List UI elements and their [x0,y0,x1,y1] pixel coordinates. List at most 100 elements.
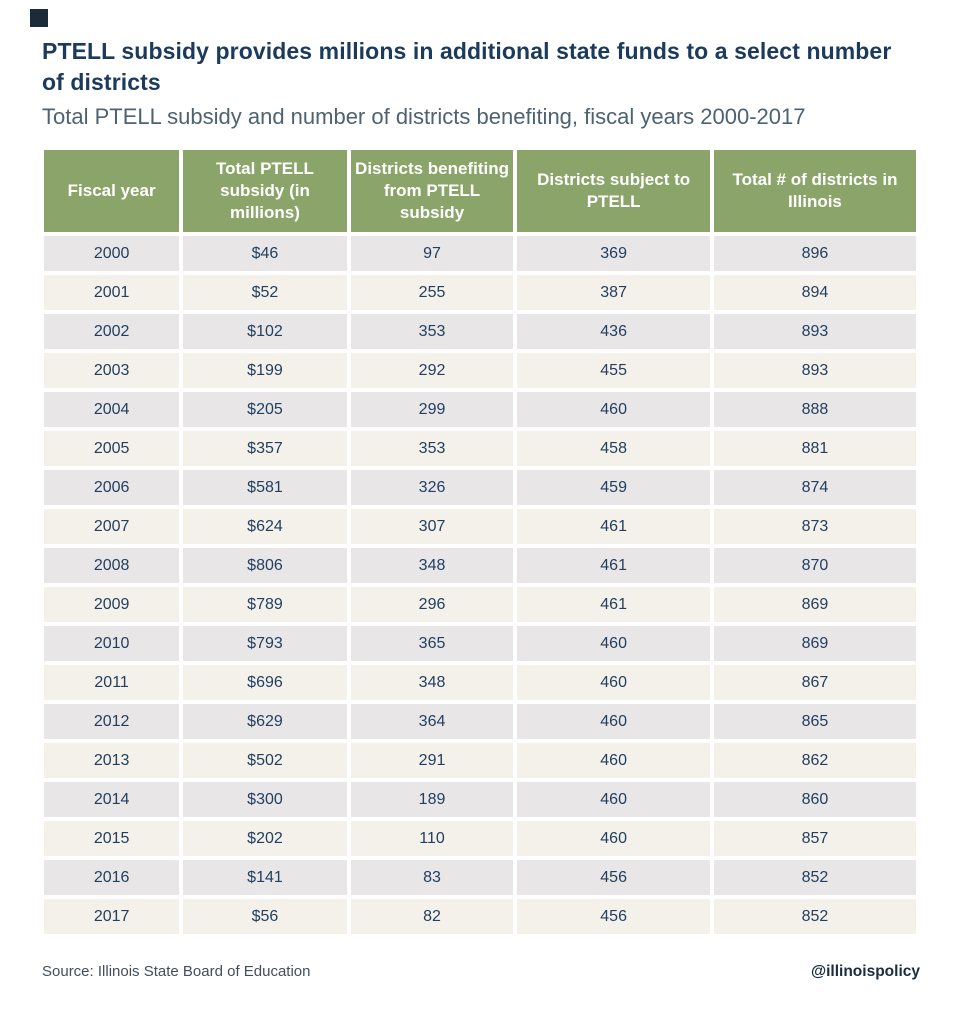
table-cell: $56 [183,899,347,934]
table-row: 2011 $696 348 460 867 [44,665,916,700]
table-cell: 867 [713,665,916,700]
table-cell: 255 [350,275,514,310]
table-cell: 456 [517,899,710,934]
table-cell: 348 [350,548,514,583]
table-row: 2007 $624 307 461 873 [44,509,916,544]
table-cell: 2012 [44,704,180,739]
twitter-handle: @illinoispolicy [811,963,920,980]
table-cell: 460 [517,704,710,739]
table-row: 2013 $502 291 460 862 [44,743,916,778]
table-cell: 460 [517,665,710,700]
table-cell: 2003 [44,353,180,388]
table-row: 2000 $46 97 369 896 [44,236,916,271]
table-cell: 460 [517,782,710,817]
table-cell: 369 [517,236,710,271]
table-cell: 894 [713,275,916,310]
table-row: 2008 $806 348 461 870 [44,548,916,583]
table-cell: $46 [183,236,347,271]
table-cell: 888 [713,392,916,427]
table-row: 2002 $102 353 436 893 [44,314,916,349]
column-header-fiscal-year: Fiscal year [44,150,180,232]
source-attribution: Source: Illinois State Board of Educatio… [42,963,311,980]
table-cell: $52 [183,275,347,310]
table-cell: $300 [183,782,347,817]
table-header: Fiscal year Total PTELL subsidy (in mill… [44,150,916,232]
table-cell: 857 [713,821,916,856]
table-cell: 459 [517,470,710,505]
table-cell: 461 [517,587,710,622]
table-cell: 455 [517,353,710,388]
table-cell: 852 [713,899,916,934]
table-cell: 2010 [44,626,180,661]
table-row: 2009 $789 296 461 869 [44,587,916,622]
table-cell: 896 [713,236,916,271]
table-cell: $357 [183,431,347,466]
table-cell: 870 [713,548,916,583]
table-cell: 461 [517,548,710,583]
table-cell: 461 [517,509,710,544]
table-cell: 893 [713,314,916,349]
table-cell: 881 [713,431,916,466]
table-cell: 860 [713,782,916,817]
table-cell: 460 [517,821,710,856]
table-cell: 296 [350,587,514,622]
table-cell: $793 [183,626,347,661]
table-row: 2015 $202 110 460 857 [44,821,916,856]
page-title: PTELL subsidy provides millions in addit… [42,36,920,98]
table-row: 2014 $300 189 460 860 [44,782,916,817]
table-cell: 2009 [44,587,180,622]
table-cell: 2006 [44,470,180,505]
table-row: 2012 $629 364 460 865 [44,704,916,739]
table-cell: 852 [713,860,916,895]
table-row: 2010 $793 365 460 869 [44,626,916,661]
table-cell: 97 [350,236,514,271]
column-header-districts-benefiting: Districts benefiting from PTELL subsidy [350,150,514,232]
table-cell: 83 [350,860,514,895]
table-cell: 456 [517,860,710,895]
content-area: PTELL subsidy provides millions in addit… [42,36,920,938]
table-cell: 353 [350,431,514,466]
table-cell: $806 [183,548,347,583]
table-cell: 2002 [44,314,180,349]
table-cell: 82 [350,899,514,934]
table-cell: $199 [183,353,347,388]
table-row: 2004 $205 299 460 888 [44,392,916,427]
table-cell: 2000 [44,236,180,271]
table-cell: $629 [183,704,347,739]
table-cell: 2013 [44,743,180,778]
column-header-total-subsidy: Total PTELL subsidy (in millions) [183,150,347,232]
illinoispolicy-logo-mark [30,9,48,27]
table-cell: $502 [183,743,347,778]
footer: Source: Illinois State Board of Educatio… [42,963,920,981]
page-title-line1: PTELL subsidy provides millions in addit… [42,38,892,64]
table-cell: 873 [713,509,916,544]
table-cell: 2015 [44,821,180,856]
table-row: 2017 $56 82 456 852 [44,899,916,934]
ptell-subsidy-table: Fiscal year Total PTELL subsidy (in mill… [40,146,920,938]
table-cell: 291 [350,743,514,778]
table-cell: $141 [183,860,347,895]
table-cell: 458 [517,431,710,466]
table-cell: 2005 [44,431,180,466]
table-cell: 460 [517,626,710,661]
table-cell: 2014 [44,782,180,817]
table-cell: 353 [350,314,514,349]
table-cell: 869 [713,626,916,661]
table-row: 2005 $357 353 458 881 [44,431,916,466]
column-header-districts-subject: Districts subject to PTELL [517,150,710,232]
table-header-row: Fiscal year Total PTELL subsidy (in mill… [44,150,916,232]
table-row: 2003 $199 292 455 893 [44,353,916,388]
page-title-line2: of districts [42,69,161,95]
table-row: 2016 $141 83 456 852 [44,860,916,895]
table-cell: 292 [350,353,514,388]
table-cell: 110 [350,821,514,856]
table-cell: 299 [350,392,514,427]
table-body: 2000 $46 97 369 896 2001 $52 255 387 894 2002 $102 3… [44,236,916,934]
table-cell: 865 [713,704,916,739]
table-cell: $102 [183,314,347,349]
table-cell: 2016 [44,860,180,895]
table-cell: $696 [183,665,347,700]
table-cell: 2008 [44,548,180,583]
table-cell: $581 [183,470,347,505]
column-header-total-districts: Total # of districts in Illinois [713,150,916,232]
